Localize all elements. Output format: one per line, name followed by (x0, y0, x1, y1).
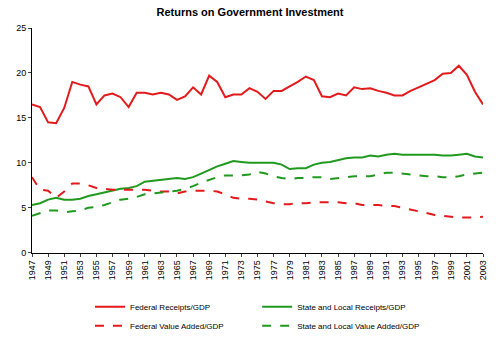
svg-text:20: 20 (16, 68, 26, 78)
svg-text:Federal Value Added/GDP: Federal Value Added/GDP (130, 322, 224, 331)
svg-text:1979: 1979 (285, 260, 295, 280)
svg-text:1987: 1987 (349, 260, 359, 280)
svg-text:1991: 1991 (381, 260, 391, 280)
svg-text:1995: 1995 (413, 260, 423, 280)
svg-text:1953: 1953 (75, 260, 85, 280)
svg-text:1967: 1967 (188, 260, 198, 280)
svg-text:1999: 1999 (446, 260, 456, 280)
svg-text:1963: 1963 (156, 260, 166, 280)
svg-text:0: 0 (21, 248, 26, 258)
svg-text:25: 25 (16, 23, 26, 33)
svg-text:1959: 1959 (124, 260, 134, 280)
svg-text:State and Local Value Added/GD: State and Local Value Added/GDP (297, 322, 419, 331)
svg-text:1989: 1989 (365, 260, 375, 280)
svg-text:1951: 1951 (59, 260, 69, 280)
svg-text:Returns on Government Investme: Returns on Government Investment (156, 6, 343, 18)
svg-text:1957: 1957 (107, 260, 117, 280)
svg-text:1961: 1961 (140, 260, 150, 280)
svg-text:Federal Receipts/GDP: Federal Receipts/GDP (130, 303, 210, 312)
svg-text:State and Local Receipts/GDP: State and Local Receipts/GDP (297, 303, 406, 312)
svg-text:1971: 1971 (220, 260, 230, 280)
svg-text:1993: 1993 (397, 260, 407, 280)
svg-text:1977: 1977 (269, 260, 279, 280)
svg-text:1985: 1985 (333, 260, 343, 280)
svg-text:10: 10 (16, 158, 26, 168)
svg-text:1969: 1969 (204, 260, 214, 280)
svg-text:2003: 2003 (478, 260, 488, 280)
svg-text:1973: 1973 (236, 260, 246, 280)
svg-text:1975: 1975 (252, 260, 262, 280)
svg-text:1997: 1997 (430, 260, 440, 280)
svg-text:1955: 1955 (91, 260, 101, 280)
svg-text:1965: 1965 (172, 260, 182, 280)
svg-text:1983: 1983 (317, 260, 327, 280)
svg-text:5: 5 (21, 203, 26, 213)
svg-text:1949: 1949 (43, 260, 53, 280)
svg-text:2001: 2001 (462, 260, 472, 280)
svg-text:1947: 1947 (27, 260, 37, 280)
svg-text:1981: 1981 (301, 260, 311, 280)
svg-text:15: 15 (16, 113, 26, 123)
